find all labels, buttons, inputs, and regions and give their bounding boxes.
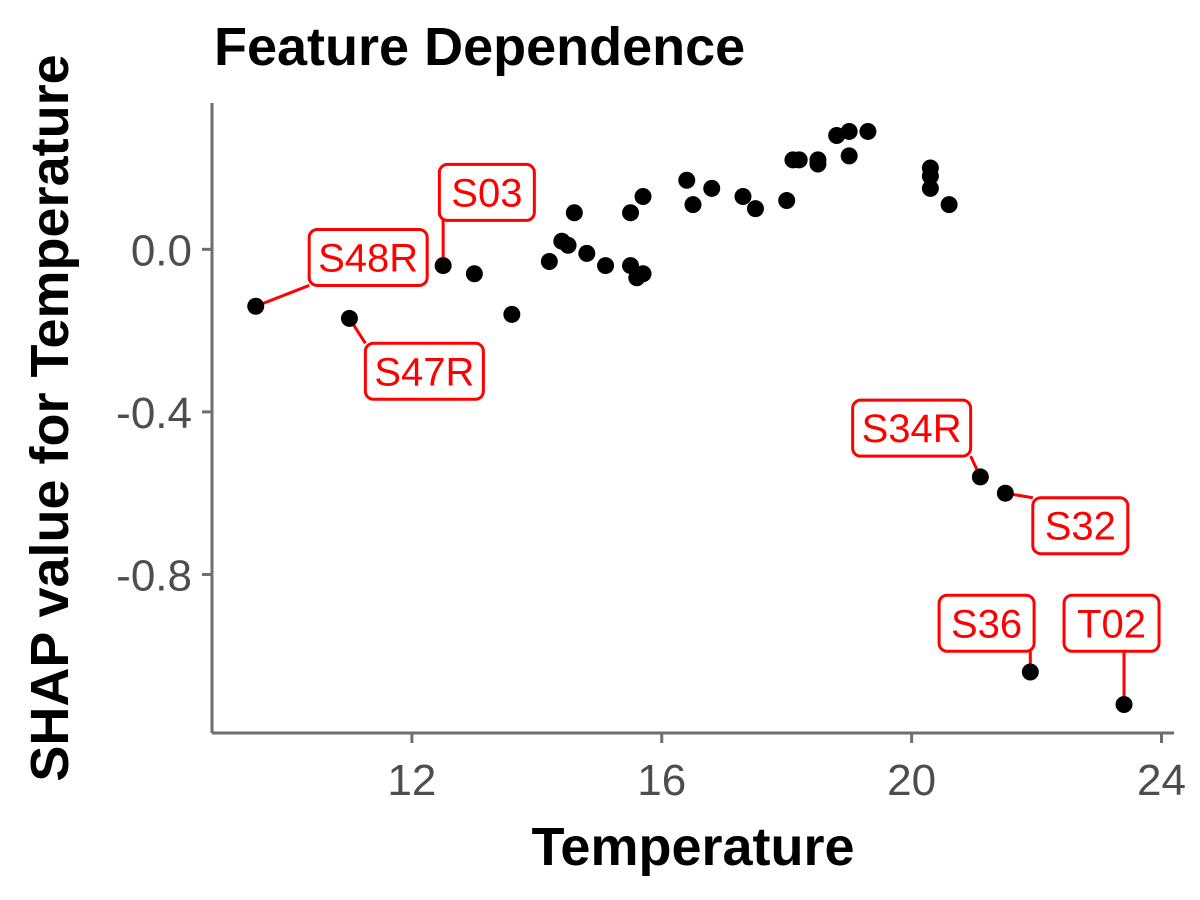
data-point bbox=[809, 151, 827, 169]
x-tick-label: 16 bbox=[637, 756, 686, 805]
label-leader-line bbox=[255, 284, 310, 308]
x-tick-label: 24 bbox=[1137, 756, 1186, 805]
y-tick-label: -0.8 bbox=[116, 551, 192, 600]
point-label-box bbox=[937, 593, 1036, 653]
data-point bbox=[840, 122, 858, 140]
x-axis-title: Temperature bbox=[531, 817, 854, 877]
data-point bbox=[503, 305, 521, 323]
data-point bbox=[559, 236, 577, 254]
data-point bbox=[778, 192, 796, 210]
x-tick-label: 20 bbox=[887, 756, 936, 805]
data-point bbox=[996, 484, 1014, 502]
point-label-text: S03 bbox=[451, 171, 522, 215]
point-label-box bbox=[307, 227, 429, 287]
point-label-text: S47R bbox=[374, 350, 474, 394]
ticks: 12 16 20 24 0.0 -0.4 -0.8 bbox=[116, 226, 1186, 805]
data-point bbox=[634, 265, 652, 283]
y-axis-title: SHAP value for Temperature bbox=[20, 54, 80, 781]
point-label-text: T02 bbox=[1077, 602, 1146, 646]
data-point bbox=[340, 309, 358, 327]
data-point bbox=[578, 244, 596, 262]
point-label-box bbox=[437, 162, 536, 222]
axes bbox=[210, 103, 1174, 735]
data-point bbox=[247, 297, 265, 315]
data-point bbox=[597, 257, 615, 275]
y-tick-label: 0.0 bbox=[131, 226, 192, 275]
chart-title: Feature Dependence bbox=[214, 17, 745, 77]
data-point bbox=[971, 468, 989, 486]
data-point bbox=[465, 265, 483, 283]
data-point bbox=[940, 196, 958, 214]
point-label-box bbox=[851, 398, 973, 458]
point-label-text: S36 bbox=[951, 602, 1022, 646]
data-point bbox=[921, 167, 939, 185]
x-tick-label: 12 bbox=[387, 756, 436, 805]
data-point bbox=[684, 196, 702, 214]
data-point bbox=[634, 187, 652, 205]
data-point bbox=[540, 253, 558, 271]
y-tick-label: -0.4 bbox=[116, 389, 192, 438]
data-point bbox=[703, 179, 721, 197]
data-point bbox=[840, 147, 858, 165]
data-point bbox=[746, 200, 764, 218]
point-label-text: S48R bbox=[318, 236, 418, 280]
point-label-text: S32 bbox=[1045, 505, 1116, 549]
point-label-box bbox=[1031, 496, 1130, 556]
data-point bbox=[921, 179, 939, 197]
data-point bbox=[565, 204, 583, 222]
point-label-box bbox=[363, 341, 485, 401]
point-label-text: S34R bbox=[862, 407, 962, 451]
point-labels: S48R S47R S03 S34R S32 S36 T02 bbox=[307, 162, 1161, 653]
data-point bbox=[859, 122, 877, 140]
data-point bbox=[434, 257, 452, 275]
point-label-box bbox=[1062, 593, 1161, 653]
data-points bbox=[247, 122, 1133, 714]
data-point bbox=[790, 151, 808, 169]
data-point bbox=[1021, 663, 1039, 681]
data-point bbox=[678, 171, 696, 189]
data-point bbox=[734, 187, 752, 205]
data-point bbox=[1115, 696, 1133, 714]
data-point bbox=[622, 204, 640, 222]
